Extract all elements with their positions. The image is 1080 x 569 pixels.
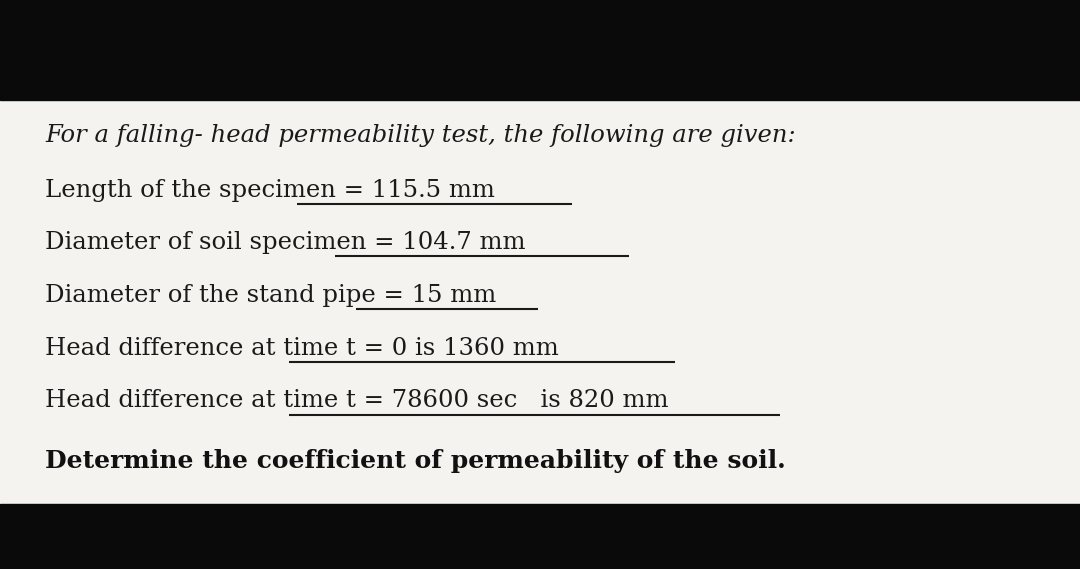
Bar <box>0 504 1080 569</box>
Text: Diameter of soil specimen = 104.7 mm: Diameter of soil specimen = 104.7 mm <box>45 231 526 254</box>
Text: Length of the specimen = 115.5 mm: Length of the specimen = 115.5 mm <box>45 179 496 201</box>
Bar <box>0 0 1080 100</box>
Text: Head difference at time t = 78600 sec   is 820 mm: Head difference at time t = 78600 sec is… <box>45 389 669 413</box>
Text: For a falling- head permeability test, the following are given:: For a falling- head permeability test, t… <box>45 124 796 147</box>
Bar <box>0 100 1080 504</box>
Text: Head difference at time t = 0 is 1360 mm: Head difference at time t = 0 is 1360 mm <box>45 337 559 360</box>
Text: Determine the coefficient of permeability of the soil.: Determine the coefficient of permeabilit… <box>45 449 786 473</box>
Text: Diameter of the stand pipe = 15 mm: Diameter of the stand pipe = 15 mm <box>45 283 497 307</box>
